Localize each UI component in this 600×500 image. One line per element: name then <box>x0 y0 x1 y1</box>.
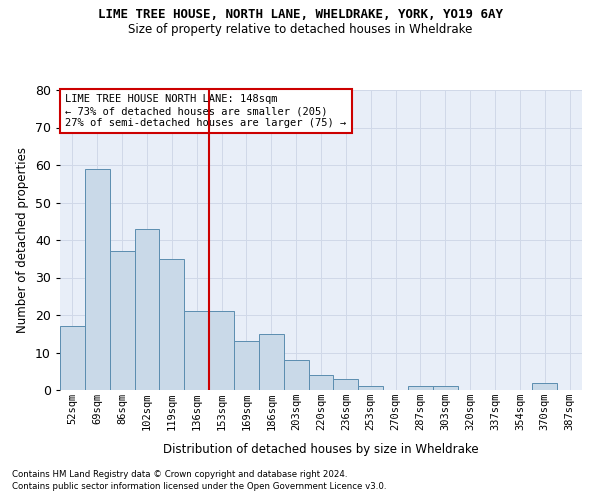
Bar <box>134 229 160 390</box>
Text: Contains HM Land Registry data © Crown copyright and database right 2024.: Contains HM Land Registry data © Crown c… <box>12 470 347 479</box>
Bar <box>532 382 557 390</box>
Bar <box>160 259 184 390</box>
Text: Size of property relative to detached houses in Wheldrake: Size of property relative to detached ho… <box>128 22 472 36</box>
Text: Contains public sector information licensed under the Open Government Licence v3: Contains public sector information licen… <box>12 482 386 491</box>
Bar <box>110 251 134 390</box>
Bar <box>209 311 234 390</box>
Text: LIME TREE HOUSE, NORTH LANE, WHELDRAKE, YORK, YO19 6AY: LIME TREE HOUSE, NORTH LANE, WHELDRAKE, … <box>97 8 503 20</box>
Bar <box>358 386 383 390</box>
Bar <box>60 326 85 390</box>
Text: Distribution of detached houses by size in Wheldrake: Distribution of detached houses by size … <box>163 442 479 456</box>
Bar <box>433 386 458 390</box>
Bar <box>334 379 358 390</box>
Bar <box>85 169 110 390</box>
Bar <box>184 311 209 390</box>
Text: LIME TREE HOUSE NORTH LANE: 148sqm
← 73% of detached houses are smaller (205)
27: LIME TREE HOUSE NORTH LANE: 148sqm ← 73%… <box>65 94 346 128</box>
Bar <box>234 341 259 390</box>
Bar <box>408 386 433 390</box>
Y-axis label: Number of detached properties: Number of detached properties <box>16 147 29 333</box>
Bar <box>284 360 308 390</box>
Bar <box>308 375 334 390</box>
Bar <box>259 334 284 390</box>
